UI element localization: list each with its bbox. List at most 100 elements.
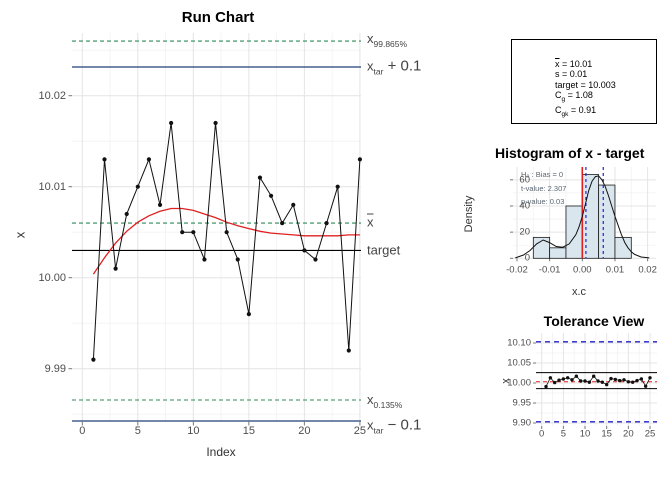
run-chart-y-tick-label: 10.01 <box>38 180 66 193</box>
run-data-point <box>335 184 340 189</box>
run-chart-y-axis-label: x <box>12 231 28 239</box>
run-data-point <box>135 184 140 189</box>
reference-line-label: x <box>367 214 374 230</box>
run-chart-x-tick-label: 15 <box>242 425 255 437</box>
reference-line-label: x99.865% <box>367 31 408 49</box>
tolerance-data-point <box>604 382 609 387</box>
tolerance-data-point <box>565 376 570 380</box>
run-data-point <box>268 193 274 198</box>
tolerance-data-point <box>600 380 605 384</box>
run-data-point <box>191 230 196 235</box>
tolerance-x-tick-label: 0 <box>539 428 545 440</box>
run-data-point <box>169 120 174 126</box>
tolerance-y-tick-label: 9.95 <box>512 397 532 409</box>
stats-line: s = 0.01 <box>555 69 588 80</box>
tolerance-y-tick-label: 10.10 <box>507 337 531 349</box>
capability-stats-text: x = 10.01 s = 0.01 target = 10.003 Cg = 1.0… <box>555 59 616 120</box>
tolerance-data-point <box>557 378 561 382</box>
histogram-y-tick-label: 40 <box>519 200 530 212</box>
tolerance-data-point <box>609 376 613 381</box>
run-data-point <box>291 202 296 207</box>
tolerance-y-tick-label: 9.90 <box>512 417 532 429</box>
histogram-bar <box>598 184 616 259</box>
histogram-h0-annotation: H₀ : Bias = 0 <box>521 170 564 179</box>
run-data-point <box>246 312 251 317</box>
histogram-pvalue-annotation: p-value: 0.03 <box>521 197 565 206</box>
reference-line-label: xtar − 0.1 <box>367 416 422 436</box>
run-chart-x-tick-label: 25 <box>353 425 367 437</box>
tolerance-data-point <box>570 378 574 382</box>
run-series-line <box>92 122 361 360</box>
histogram-bar <box>549 247 567 259</box>
run-chart-x-tick-label: 10 <box>187 425 200 437</box>
tolerance-data-point <box>591 374 596 378</box>
reference-line-label: target <box>367 242 401 258</box>
tolerance-x-tick-label: 20 <box>623 428 634 440</box>
histogram-y-tick-label: 0 <box>524 252 530 264</box>
histogram-y-tick-label: 20 <box>519 226 530 238</box>
smoother-curve <box>92 207 360 275</box>
histogram-x-axis-label: x.c <box>571 286 587 298</box>
histogram-bar <box>614 236 632 259</box>
run-data-point <box>346 348 351 353</box>
histogram-x-tick-label: 0.02 <box>638 264 657 276</box>
stats-line: x = 10.01 <box>555 59 593 69</box>
reference-line-label: xtar + 0.1 <box>367 57 422 77</box>
run-data-point <box>113 266 118 271</box>
tolerance-data-point <box>587 380 592 384</box>
run-data-point <box>180 230 185 235</box>
tolerance-x-tick-label: 10 <box>579 428 591 440</box>
tolerance-data-point <box>548 376 553 380</box>
run-chart-x-axis-label: Index <box>206 445 236 459</box>
run-chart-x-tick-label: 5 <box>134 425 141 437</box>
histogram-bar <box>565 205 583 259</box>
tolerance-data-point <box>617 378 622 383</box>
tolerance-data-point <box>613 377 618 382</box>
tolerance-data-point <box>596 379 600 383</box>
density-curve <box>515 175 650 259</box>
run-data-point <box>280 221 285 226</box>
tolerance-data-point <box>630 380 635 384</box>
run-chart-x-tick-label: 20 <box>298 425 311 437</box>
histogram-title: Histogram of x - target <box>495 145 645 161</box>
run-data-point <box>313 257 318 262</box>
tolerance-data-point <box>583 379 587 383</box>
tolerance-data-point <box>622 378 626 382</box>
run-data-point <box>102 157 107 162</box>
run-chart-x-tick-label: 0 <box>79 425 86 437</box>
tolerance-y-tick-label: 10.00 <box>507 377 531 389</box>
run-data-point <box>146 157 152 162</box>
tolerance-data-point <box>643 384 648 388</box>
run-chart-y-tick-label: 10.02 <box>38 89 66 102</box>
run-data-point <box>91 357 96 362</box>
histogram-bar <box>581 174 600 259</box>
tolerance-data-point <box>578 379 583 383</box>
stats-line: Cg = 1.08 <box>555 89 593 103</box>
tolerance-data-point <box>648 376 652 380</box>
tolerance-x-tick-label: 25 <box>644 428 656 440</box>
stats-line: target = 10.003 <box>555 79 616 90</box>
run-data-point <box>324 221 329 226</box>
run-chart-y-tick-label: 10.00 <box>38 271 66 284</box>
tolerance-data-point <box>626 380 631 384</box>
histogram-x-tick-label: 0.00 <box>573 264 592 276</box>
run-data-point <box>224 230 229 235</box>
run-chart-y-tick-label: 9.99 <box>44 362 66 375</box>
tolerance-view-title: Tolerance View <box>543 313 645 329</box>
run-data-point <box>235 257 240 262</box>
run-data-point <box>213 120 218 126</box>
histogram-x-tick-label: -0.02 <box>506 264 528 276</box>
tolerance-x-tick-label: 15 <box>601 428 612 440</box>
histogram-y-tick-label: 60 <box>519 174 530 186</box>
tolerance-data-point <box>635 378 639 383</box>
histogram-x-tick-label: 0.01 <box>605 264 625 276</box>
run-data-point <box>124 211 129 217</box>
tolerance-x-tick-label: 5 <box>560 428 567 440</box>
run-data-point <box>357 157 362 162</box>
histogram-x-tick-label: -0.01 <box>538 264 561 276</box>
run-data-point <box>257 175 263 180</box>
stats-line: Cgk = 0.91 <box>555 104 597 118</box>
run-data-point <box>302 248 307 253</box>
